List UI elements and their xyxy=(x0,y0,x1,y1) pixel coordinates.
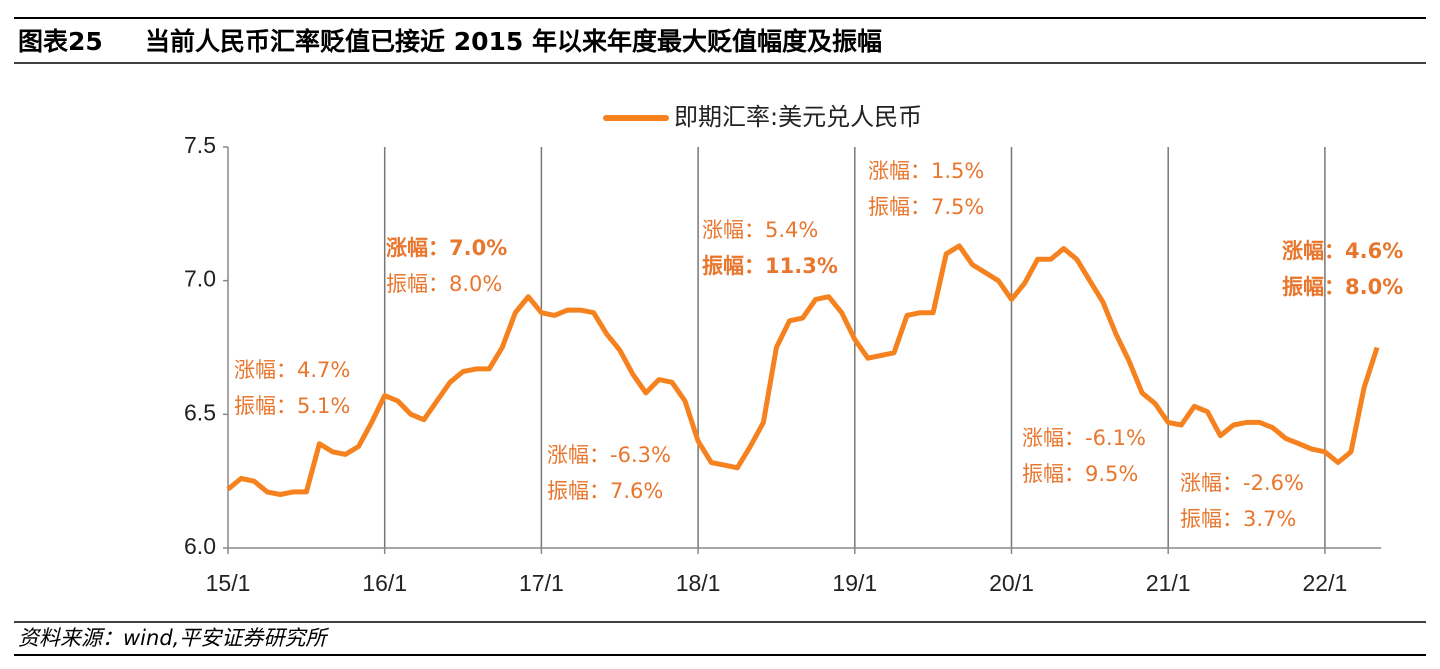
line-series xyxy=(226,243,1380,497)
x-tick-label: 18/1 xyxy=(676,570,721,596)
annotation: 振幅：11.3% xyxy=(702,254,838,278)
annotation: 涨幅：4.7% xyxy=(234,358,350,382)
annotation: 振幅：3.7% xyxy=(1180,507,1296,531)
y-tick-label: 7.5 xyxy=(184,132,216,158)
x-tick-label: 20/1 xyxy=(989,570,1034,596)
x-tick-label: 22/1 xyxy=(1303,570,1348,596)
annotation: 振幅：8.0% xyxy=(1282,275,1403,299)
x-tick-label: 21/1 xyxy=(1146,570,1191,596)
annotation: 涨幅：-6.3% xyxy=(547,443,671,467)
x-tick-label: 19/1 xyxy=(832,570,877,596)
x-tick-label: 15/1 xyxy=(206,570,251,596)
y-tick-label: 6.5 xyxy=(184,399,216,425)
annotation: 振幅：9.5% xyxy=(1022,462,1138,486)
annotation: 涨幅：-6.1% xyxy=(1022,426,1146,450)
annotation: 振幅：8.0% xyxy=(386,272,502,296)
x-tick-label: 17/1 xyxy=(519,570,564,596)
y-tick-label: 6.0 xyxy=(184,533,216,559)
annotation: 涨幅：-2.6% xyxy=(1180,471,1304,495)
annotation: 涨幅：1.5% xyxy=(868,159,984,183)
legend-label: 即期汇率:美元兑人民币 xyxy=(674,103,922,131)
annotation: 振幅：7.6% xyxy=(547,479,663,503)
source: 资料来源：wind,平安证券研究所 xyxy=(18,626,329,650)
x-tick-label: 16/1 xyxy=(362,570,407,596)
annotation: 涨幅：4.6% xyxy=(1282,239,1403,263)
y-tick-label: 7.0 xyxy=(184,266,216,292)
annotation: 涨幅：5.4% xyxy=(702,218,818,242)
annotation: 振幅：7.5% xyxy=(868,195,984,219)
annotation: 涨幅：7.0% xyxy=(386,236,507,260)
chart-title: 当前人民币汇率贬值已接近 2015 年以来年度最大贬值幅度及振幅 xyxy=(145,27,882,56)
annotation: 振幅：5.1% xyxy=(234,394,350,418)
figure-label: 图表25 xyxy=(18,27,103,56)
